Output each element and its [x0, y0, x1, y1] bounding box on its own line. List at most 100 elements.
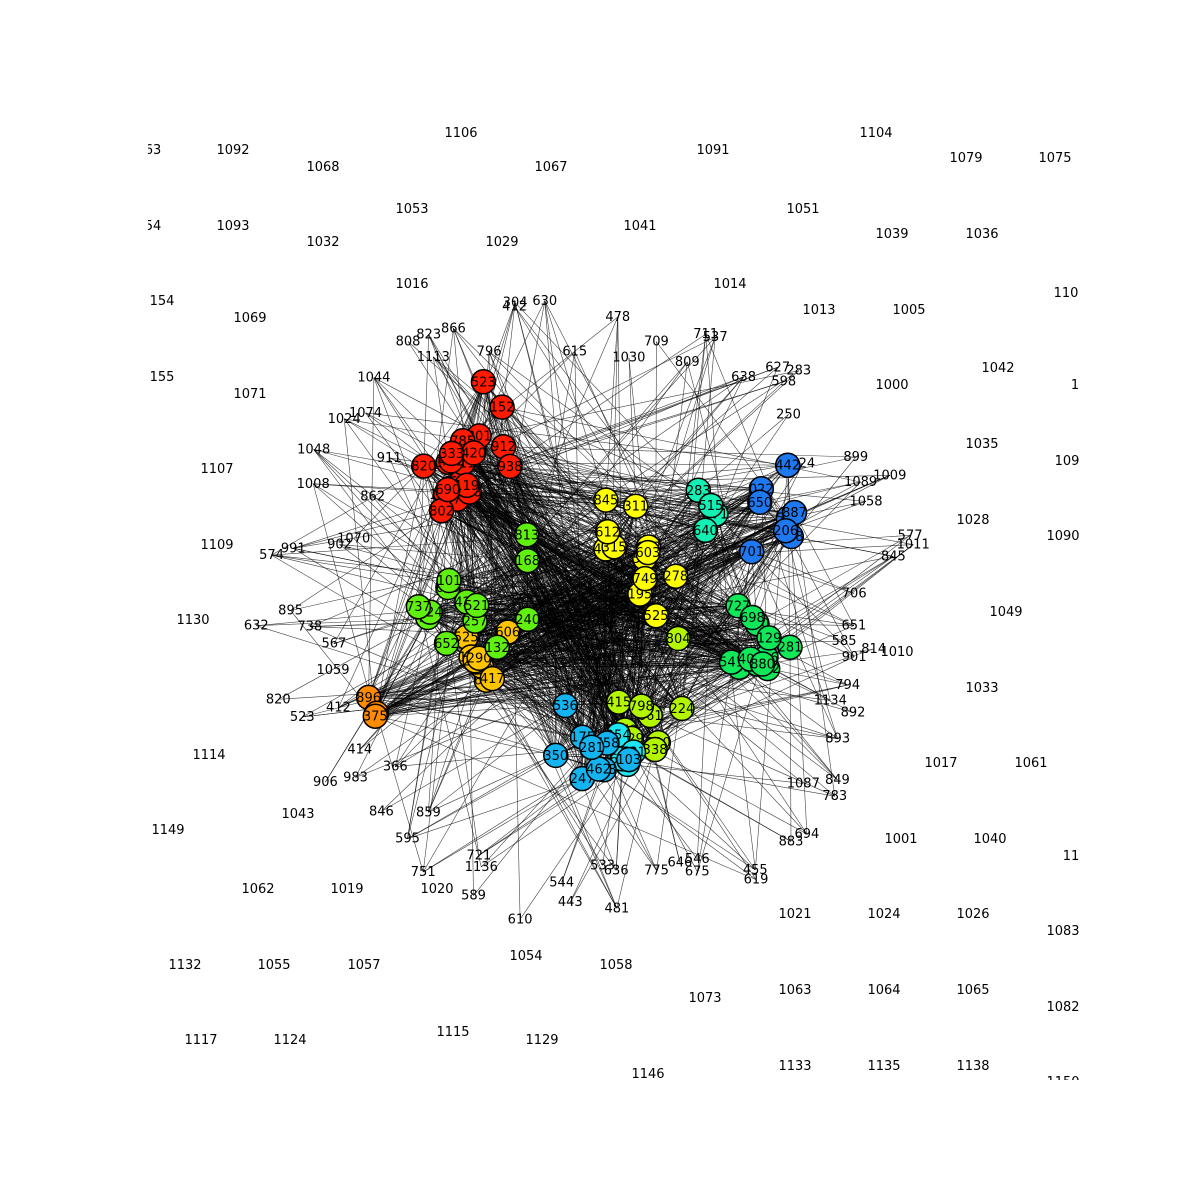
- graph-edge: [447, 489, 618, 909]
- graph-node: 640: [692, 517, 719, 544]
- graph-edge: [697, 637, 770, 872]
- graph-edge: [428, 705, 566, 813]
- graph-edge: [333, 601, 467, 644]
- isolated-node-label: 1124: [273, 1033, 306, 1048]
- peripheral-node-label: 1058: [849, 494, 882, 509]
- graph-edge: [313, 449, 642, 707]
- graph-node: 415: [605, 689, 632, 715]
- node-label: 152: [490, 401, 515, 416]
- isolated-node-label: 1082: [1046, 1000, 1079, 1015]
- graph-edge: [544, 300, 607, 501]
- graph-node: 525: [643, 602, 669, 629]
- node-label: 798: [629, 700, 654, 715]
- graph-edge: [476, 661, 618, 909]
- peripheral-node-label: 846: [369, 804, 394, 819]
- node-circle: [777, 634, 803, 660]
- graph-node: 802: [428, 498, 455, 524]
- graph-edge: [525, 624, 566, 706]
- isolated-node-label: 1058: [599, 958, 632, 973]
- isolated-node-label: 1040: [973, 832, 1006, 847]
- peripheral-node-label: 1011: [897, 538, 930, 553]
- graph-node: 168: [514, 547, 541, 574]
- peripheral-node-label: 651: [841, 619, 866, 634]
- isolated-node-label: 1057: [347, 958, 380, 973]
- peripheral-node-label: 809: [675, 355, 700, 370]
- graph-edge: [785, 501, 867, 531]
- peripheral-node-label: 796: [477, 345, 502, 360]
- graph-edge: [501, 406, 611, 623]
- graph-node: 417: [479, 665, 506, 692]
- node-label: 845: [593, 494, 618, 509]
- graph-edge: [497, 647, 595, 697]
- isolated-node-label: 1135: [867, 1059, 900, 1074]
- node-label: 749: [633, 572, 658, 587]
- graph-edge: [544, 300, 608, 744]
- graph-edge: [375, 611, 431, 717]
- peripheral-node-label: 414: [347, 743, 372, 758]
- node-label: 612: [595, 525, 620, 540]
- isolated-node-label: 109: [1055, 454, 1080, 469]
- peripheral-node-label: 1136: [465, 860, 498, 875]
- isolated-node-label: 1114: [192, 748, 225, 763]
- graph-edge: [759, 502, 838, 739]
- node-circle: [669, 695, 695, 722]
- node-circle: [632, 565, 658, 592]
- graph-edge: [647, 535, 911, 553]
- graph-node: 206: [772, 517, 799, 544]
- peripheral-node-label: 1074: [349, 406, 382, 421]
- graph-edge: [433, 356, 659, 743]
- peripheral-node-label: 567: [321, 637, 346, 652]
- node-circle: [405, 593, 432, 620]
- graph-edge: [577, 585, 767, 658]
- graph-edge: [654, 656, 855, 750]
- isolated-node-label: 1021: [778, 907, 811, 922]
- node-label: 442: [775, 459, 800, 474]
- plot-area: 585 814 901 794 1134 892 893 783 849 1087 694 883 45…: [148, 120, 1080, 1080]
- node-label: 168: [515, 554, 540, 569]
- graph-node: 350: [543, 742, 569, 769]
- node-label: 103: [616, 753, 641, 768]
- node-label: 536: [553, 699, 578, 714]
- graph-edge: [372, 496, 758, 665]
- graph-node: 224: [669, 695, 695, 722]
- peripheral-node-label: 412: [502, 300, 527, 315]
- node-circle: [489, 394, 515, 420]
- peripheral-node-label: 632: [244, 619, 269, 634]
- graph-edge: [441, 510, 521, 615]
- node-label: 640: [693, 524, 718, 539]
- graph-edge: [710, 505, 756, 871]
- node-label: 462: [586, 763, 611, 778]
- graph-edge: [353, 465, 424, 539]
- graph-edge: [503, 446, 856, 458]
- graph-edge: [368, 377, 375, 698]
- isolated-node-label: 1041: [623, 219, 656, 234]
- graph-node: 375: [362, 703, 389, 729]
- node-label: 820: [411, 460, 436, 475]
- graph-edge: [375, 614, 664, 717]
- graph-edge: [471, 656, 838, 739]
- node-circle: [739, 604, 766, 631]
- graph-edge: [576, 512, 795, 587]
- isolated-node-label: 1104: [859, 126, 892, 141]
- graph-edge: [376, 713, 424, 873]
- graph-edge: [617, 316, 625, 741]
- graph-edge: [466, 485, 585, 677]
- peripheral-node-label: 675: [685, 865, 710, 880]
- peripheral-node-label: 627: [765, 360, 790, 375]
- graph-node: 152: [489, 394, 515, 420]
- graph-edge: [372, 496, 605, 770]
- node-circle: [692, 517, 719, 544]
- isolated-node-label: 1032: [306, 235, 339, 250]
- peripheral-node-label: 794: [835, 678, 860, 693]
- isolated-node-label: 1115: [436, 1025, 469, 1040]
- isolated-node-label: 1069: [233, 311, 266, 326]
- graph-edge: [333, 381, 484, 644]
- graph-edge: [462, 316, 618, 442]
- isolated-node-label: 1090: [1046, 529, 1079, 544]
- peripheral-node-label: 250: [776, 407, 801, 422]
- node-circle: [628, 693, 655, 719]
- graph-edge: [643, 503, 740, 668]
